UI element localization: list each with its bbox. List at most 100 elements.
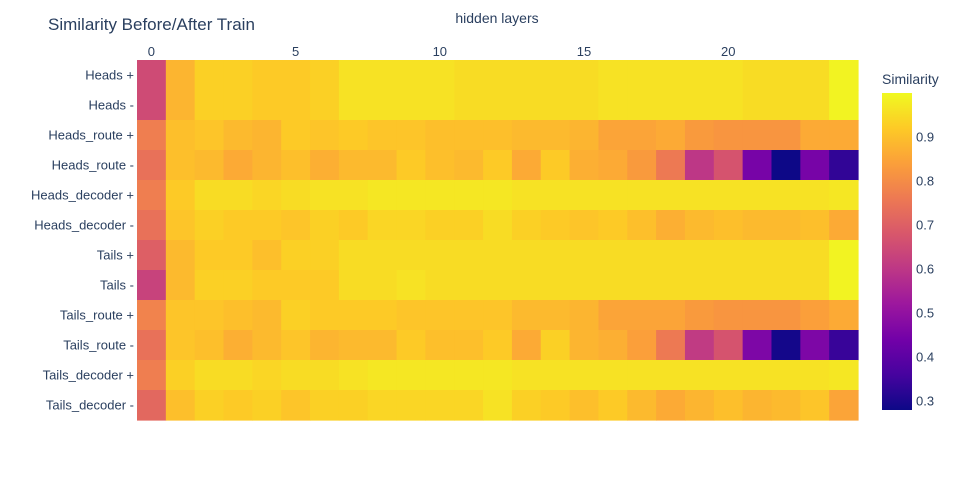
heatmap-cell[interactable] [511,180,542,211]
heatmap-cell[interactable] [137,360,167,391]
heatmap-cell[interactable] [367,90,398,121]
heatmap-cell[interactable] [627,210,657,241]
heatmap-cell[interactable] [454,390,484,421]
heatmap-cells[interactable] [137,60,859,421]
heatmap-cell[interactable] [713,180,744,211]
heatmap-cell[interactable] [252,240,282,271]
heatmap-cell[interactable] [483,210,513,241]
heatmap-cell[interactable] [165,120,196,151]
heatmap-cell[interactable] [684,180,715,211]
heatmap-cell[interactable] [252,90,282,121]
heatmap-cell[interactable] [713,60,744,91]
heatmap-cell[interactable] [338,210,369,241]
heatmap-cell[interactable] [771,60,801,91]
heatmap-cell[interactable] [713,120,744,151]
heatmap-cell[interactable] [800,330,830,361]
heatmap-cell[interactable] [684,240,715,271]
heatmap-cell[interactable] [540,330,571,361]
heatmap-cell[interactable] [800,210,830,241]
heatmap-cell[interactable] [540,300,571,331]
heatmap-cell[interactable] [569,210,600,241]
heatmap-cell[interactable] [540,240,571,271]
heatmap-cell[interactable] [310,300,340,331]
heatmap-cell[interactable] [800,360,830,391]
heatmap-cell[interactable] [829,180,859,211]
heatmap-cell[interactable] [598,330,628,361]
heatmap-cell[interactable] [598,390,628,421]
heatmap-cell[interactable] [511,330,542,361]
heatmap-cell[interactable] [771,180,801,211]
heatmap-cell[interactable] [165,360,196,391]
heatmap-cell[interactable] [367,210,398,241]
heatmap-cell[interactable] [656,390,686,421]
heatmap-cell[interactable] [598,300,628,331]
heatmap-cell[interactable] [800,270,830,301]
heatmap-cell[interactable] [656,330,686,361]
heatmap-cell[interactable] [223,150,253,181]
heatmap-cell[interactable] [540,60,571,91]
heatmap-cell[interactable] [598,210,628,241]
heatmap-cell[interactable] [396,270,426,301]
heatmap-cell[interactable] [310,390,340,421]
heatmap-cell[interactable] [511,360,542,391]
heatmap-cell[interactable] [598,90,628,121]
heatmap-cell[interactable] [742,90,773,121]
heatmap-cell[interactable] [338,300,369,331]
heatmap-cell[interactable] [569,180,600,211]
heatmap-cell[interactable] [684,300,715,331]
heatmap-cell[interactable] [656,60,686,91]
heatmap-cell[interactable] [137,60,167,91]
heatmap-cell[interactable] [367,360,398,391]
heatmap-cell[interactable] [569,60,600,91]
heatmap-cell[interactable] [627,270,657,301]
heatmap-cell[interactable] [483,60,513,91]
heatmap-cell[interactable] [511,210,542,241]
heatmap-cell[interactable] [483,120,513,151]
heatmap-cell[interactable] [627,120,657,151]
heatmap-cell[interactable] [223,60,253,91]
heatmap-cell[interactable] [771,90,801,121]
heatmap-cell[interactable] [338,60,369,91]
heatmap-cell[interactable] [483,180,513,211]
heatmap-cell[interactable] [656,180,686,211]
heatmap-cell[interactable] [396,180,426,211]
heatmap-cell[interactable] [310,330,340,361]
heatmap-cell[interactable] [627,180,657,211]
heatmap-cell[interactable] [684,60,715,91]
heatmap-cell[interactable] [829,360,859,391]
heatmap-cell[interactable] [511,300,542,331]
heatmap-cell[interactable] [656,150,686,181]
heatmap-cell[interactable] [771,240,801,271]
heatmap-cell[interactable] [338,120,369,151]
heatmap-cell[interactable] [800,240,830,271]
heatmap-cell[interactable] [800,180,830,211]
heatmap-cell[interactable] [252,180,282,211]
heatmap-cell[interactable] [569,300,600,331]
heatmap-cell[interactable] [829,60,859,91]
heatmap-cell[interactable] [511,120,542,151]
heatmap-cell[interactable] [165,300,196,331]
heatmap-cell[interactable] [771,120,801,151]
heatmap-cell[interactable] [194,270,225,301]
heatmap-cell[interactable] [454,210,484,241]
heatmap-cell[interactable] [223,360,253,391]
heatmap-cell[interactable] [713,150,744,181]
heatmap-cell[interactable] [454,60,484,91]
heatmap-cell[interactable] [137,270,167,301]
heatmap-cell[interactable] [800,60,830,91]
heatmap-cell[interactable] [771,390,801,421]
heatmap-cell[interactable] [310,60,340,91]
heatmap-cell[interactable] [165,150,196,181]
heatmap-cell[interactable] [367,60,398,91]
heatmap-cell[interactable] [742,330,773,361]
heatmap-cell[interactable] [627,300,657,331]
heatmap-cell[interactable] [483,330,513,361]
heatmap-cell[interactable] [367,150,398,181]
heatmap-cell[interactable] [194,150,225,181]
heatmap-cell[interactable] [454,90,484,121]
heatmap-cell[interactable] [396,120,426,151]
heatmap-cell[interactable] [684,120,715,151]
heatmap-cell[interactable] [252,60,282,91]
heatmap-cell[interactable] [425,180,455,211]
heatmap-cell[interactable] [627,90,657,121]
